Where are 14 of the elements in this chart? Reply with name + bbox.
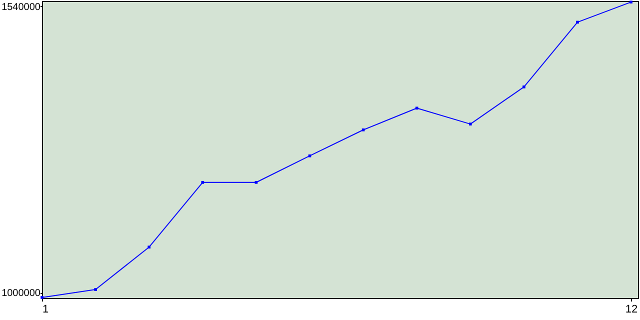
x-tick-label: 1 [42,304,49,316]
y-tick-label: 1000000 [2,288,41,300]
point [630,0,632,4]
point [40,296,44,299]
point [415,106,418,110]
y-tick-label: 1540000 [2,2,41,13]
point [254,180,258,184]
line-series [40,0,632,299]
point [362,128,365,132]
point [201,180,204,184]
x-tick-label: 12 [625,304,638,316]
point [468,122,472,126]
point [576,20,579,24]
point [308,154,312,158]
